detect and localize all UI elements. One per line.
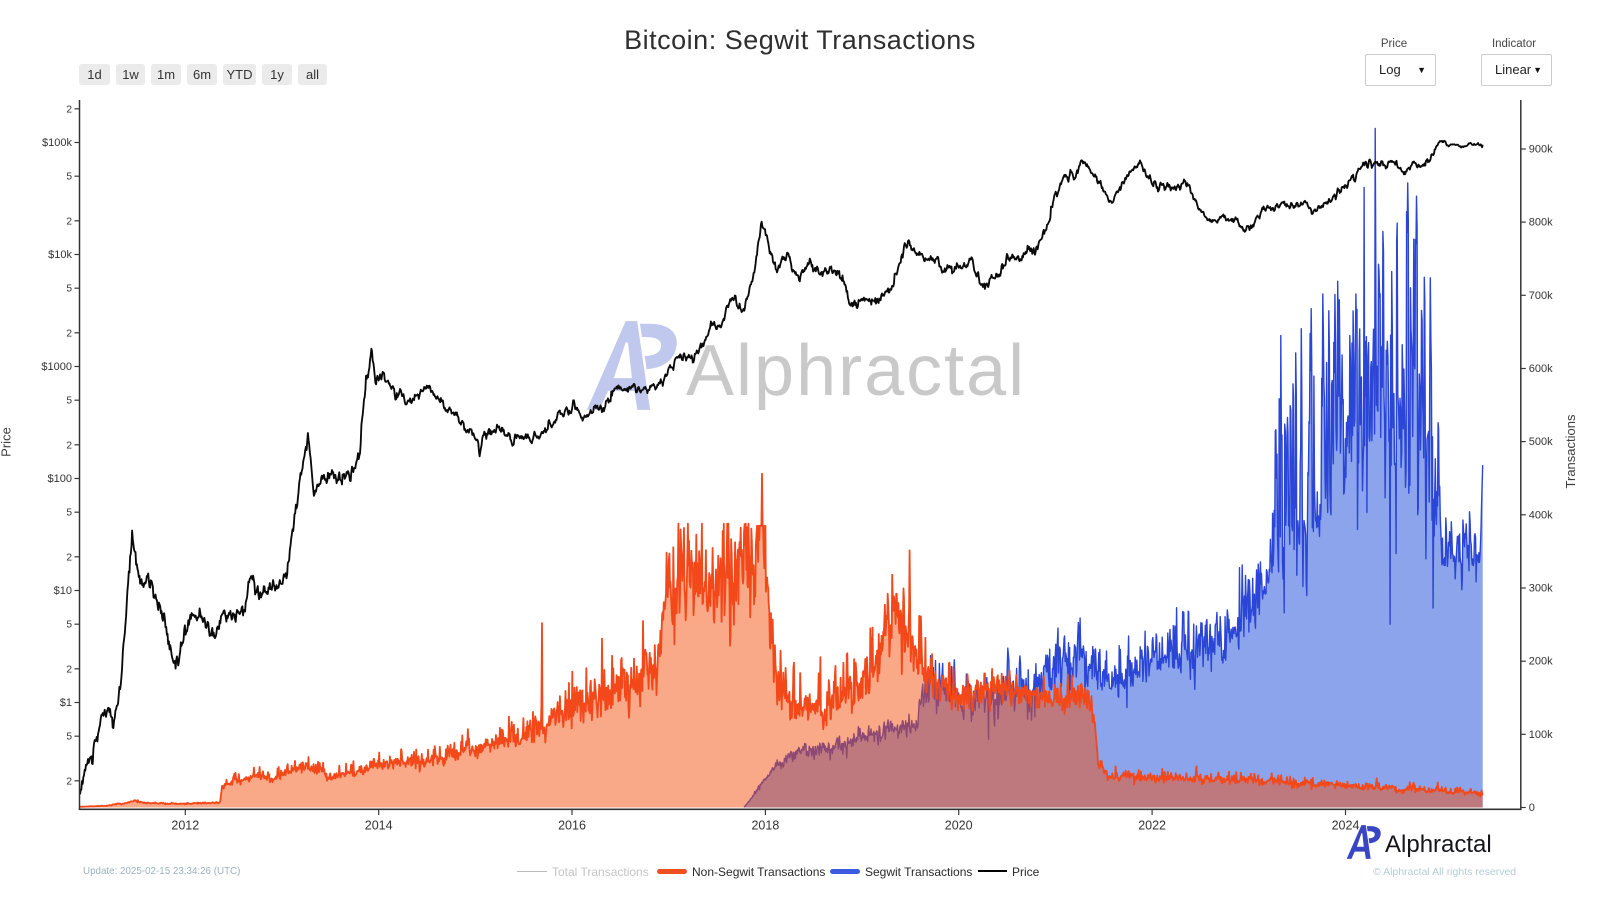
svg-text:2012: 2012 <box>171 819 199 833</box>
svg-text:400k: 400k <box>1529 509 1553 521</box>
svg-text:5: 5 <box>66 732 72 743</box>
svg-text:5: 5 <box>66 172 72 183</box>
svg-text:700k: 700k <box>1529 290 1553 302</box>
svg-text:100k: 100k <box>1529 729 1553 741</box>
svg-text:$10: $10 <box>54 585 72 597</box>
svg-text:200k: 200k <box>1529 656 1553 668</box>
svg-text:2: 2 <box>66 664 72 675</box>
svg-text:$1000: $1000 <box>41 361 72 373</box>
svg-text:$10k: $10k <box>48 249 72 261</box>
svg-text:600k: 600k <box>1529 363 1553 375</box>
svg-text:$1: $1 <box>60 697 72 709</box>
svg-text:900k: 900k <box>1529 144 1553 156</box>
svg-text:0: 0 <box>1529 802 1535 814</box>
svg-text:2: 2 <box>66 776 72 787</box>
svg-text:2: 2 <box>66 104 72 115</box>
svg-text:2018: 2018 <box>751 819 779 833</box>
svg-text:2014: 2014 <box>365 819 393 833</box>
svg-text:2020: 2020 <box>945 819 973 833</box>
svg-text:2: 2 <box>66 328 72 339</box>
svg-text:5: 5 <box>66 620 72 631</box>
svg-text:2: 2 <box>66 552 72 563</box>
svg-text:$100k: $100k <box>42 137 72 149</box>
svg-text:2024: 2024 <box>1332 819 1360 833</box>
svg-text:2: 2 <box>66 216 72 227</box>
svg-text:300k: 300k <box>1529 583 1553 595</box>
svg-text:500k: 500k <box>1529 436 1553 448</box>
svg-text:5: 5 <box>66 396 72 407</box>
svg-text:2: 2 <box>66 440 72 451</box>
svg-text:$100: $100 <box>48 473 72 485</box>
svg-text:Transactions: Transactions <box>1563 414 1578 488</box>
svg-text:5: 5 <box>66 508 72 519</box>
svg-text:Price: Price <box>0 427 14 457</box>
svg-text:2022: 2022 <box>1138 819 1166 833</box>
svg-text:2016: 2016 <box>558 819 586 833</box>
svg-text:5: 5 <box>66 284 72 295</box>
svg-text:800k: 800k <box>1529 217 1553 229</box>
